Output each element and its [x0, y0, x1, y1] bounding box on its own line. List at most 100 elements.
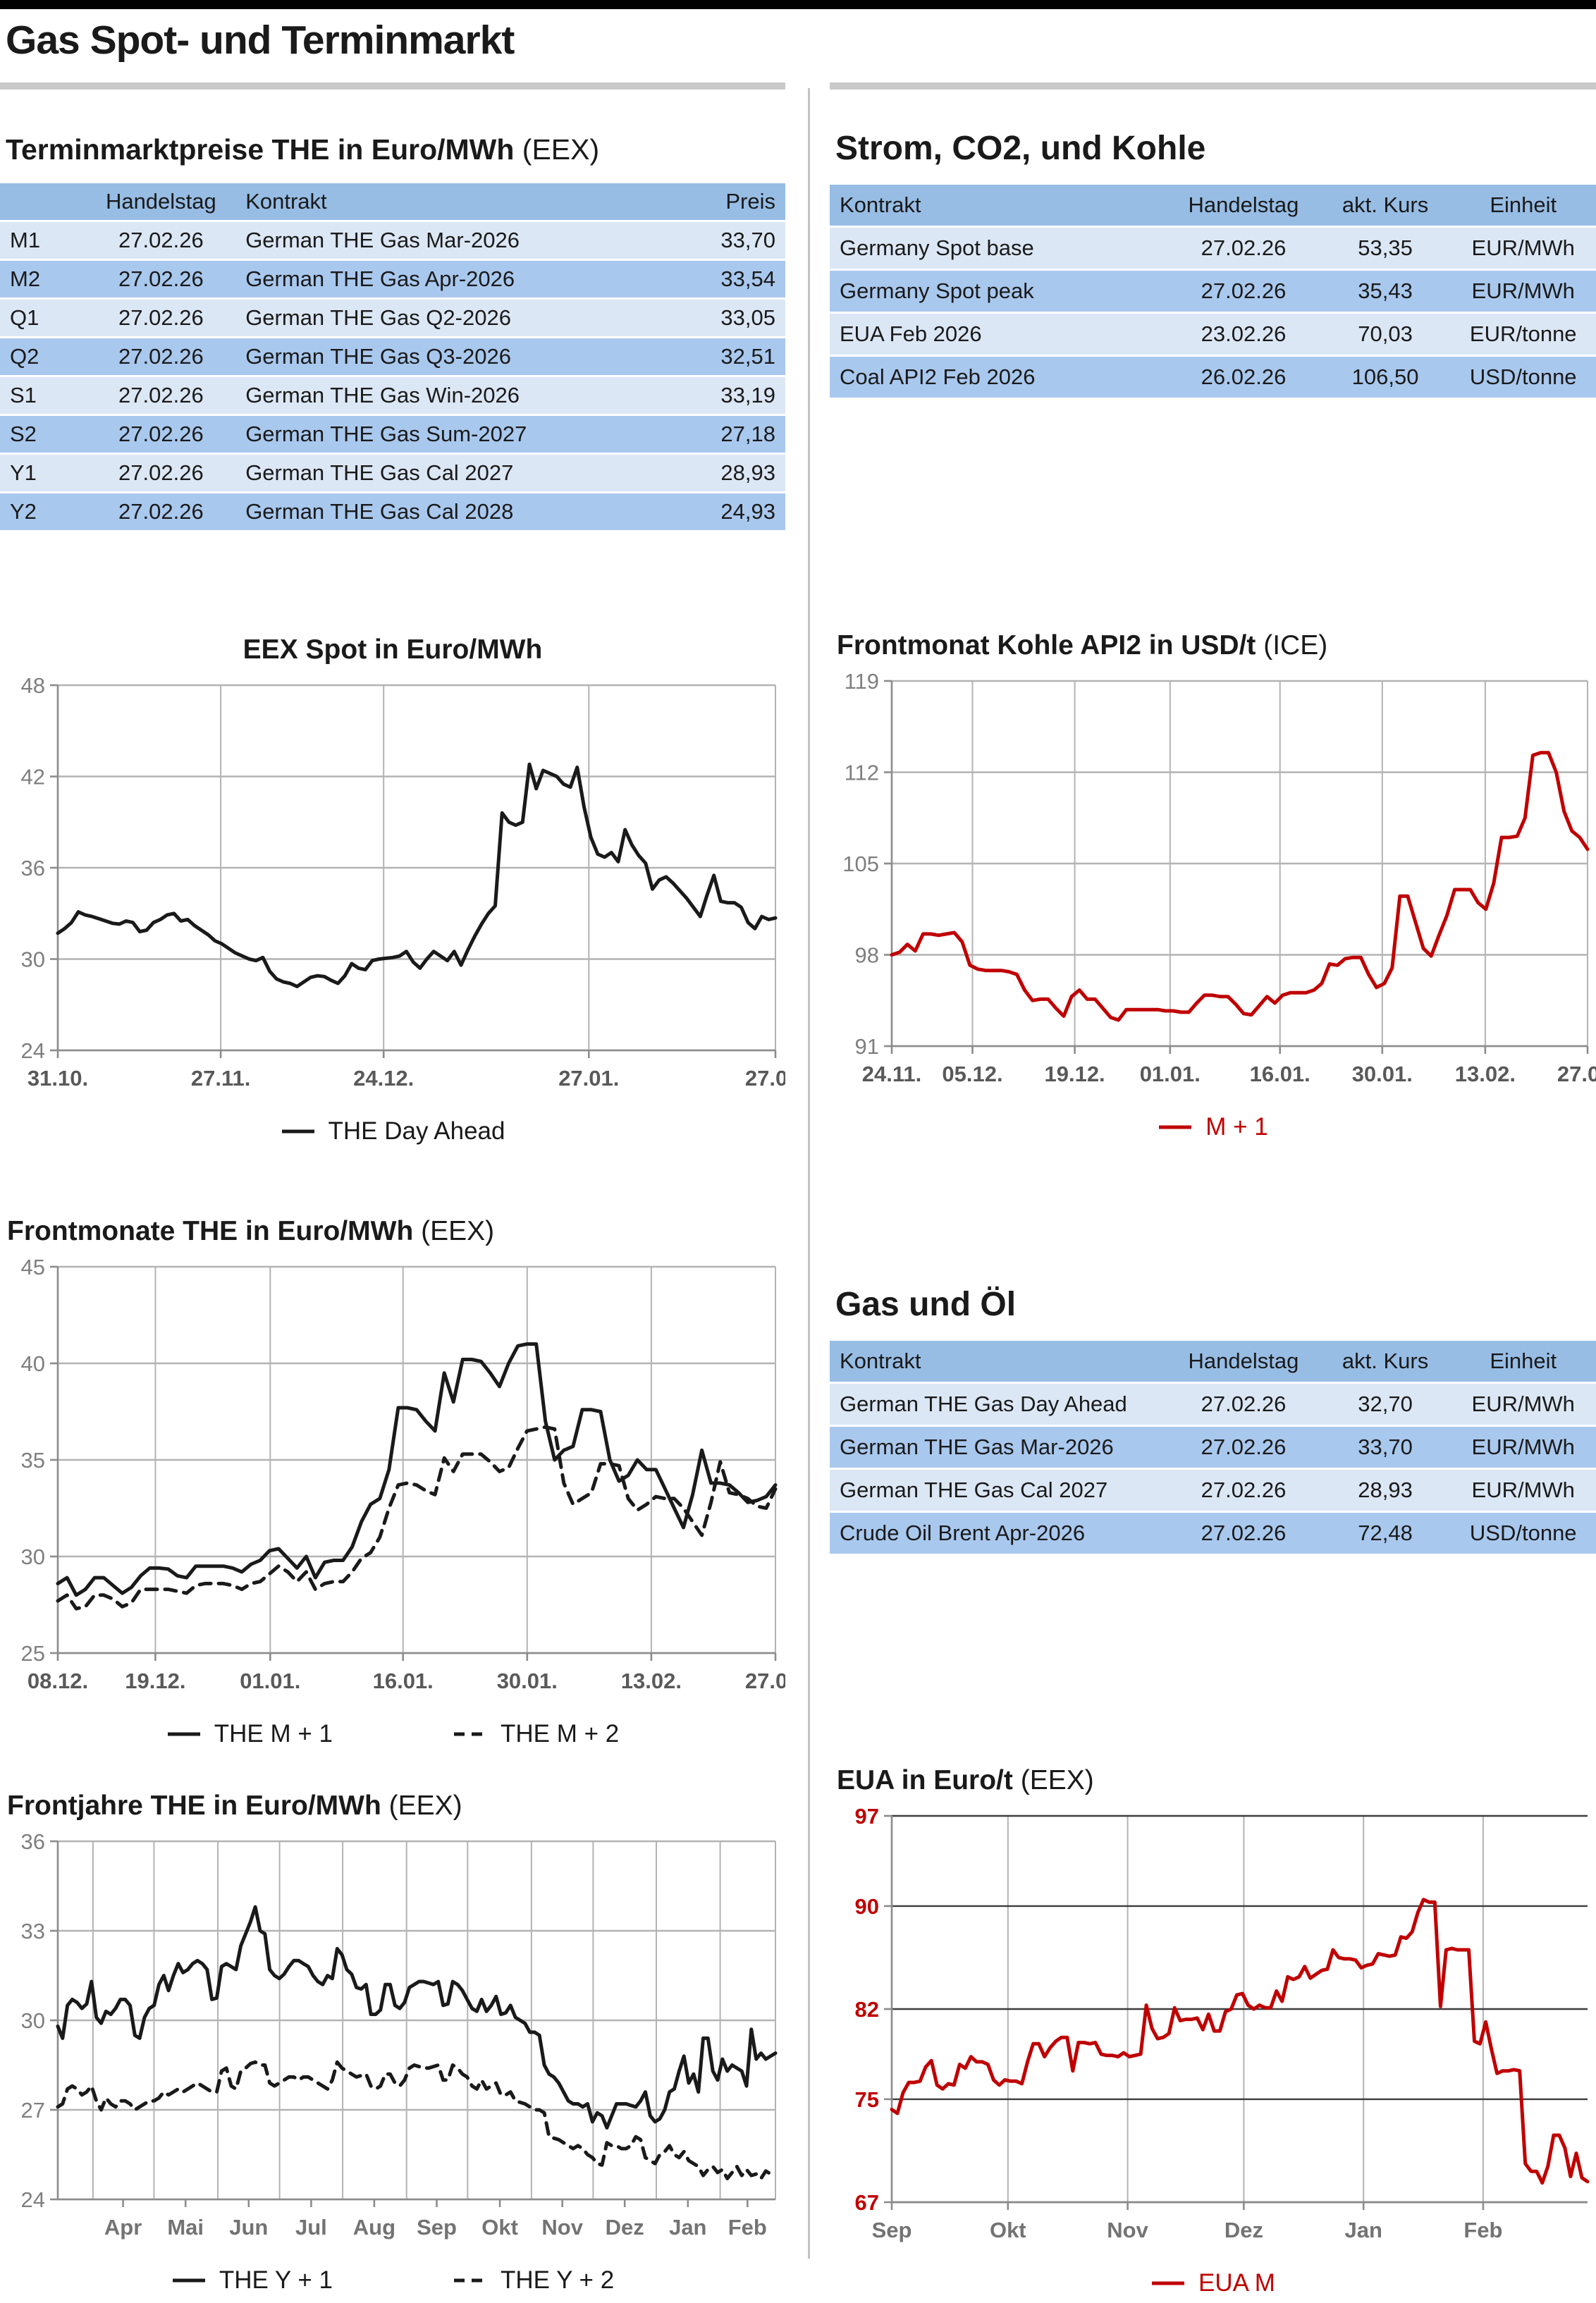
- x-tick-label: Aug: [353, 2215, 395, 2240]
- section-rule: [830, 82, 1596, 90]
- chart-title: Frontmonate THE in Euro/MWh (EEX): [7, 1216, 785, 1250]
- table-cell: M2: [10, 266, 41, 291]
- section-rule: [0, 82, 785, 90]
- table-cell: USD/tonne: [1469, 364, 1577, 389]
- chart-canvas: 24 27 30 33 36 Apr Mai Jun Jul Aug Sep Okt Nov Dez Jan…: [21, 1829, 778, 2240]
- legend-label: THE Y + 2: [501, 2266, 615, 2294]
- chart-title-suffix: (EEX): [413, 1216, 495, 1246]
- x-tick-label: Jun: [229, 2215, 268, 2240]
- x-tick-label: Okt: [990, 2218, 1026, 2242]
- table-cell: EUR/tonne: [1469, 321, 1577, 346]
- kohle-api2-chart: Frontmonat Kohle API2 in USD/t (ICE) 91 9…: [830, 630, 1596, 1147]
- x-tick-label: 24.12.: [353, 1066, 414, 1091]
- column-header: Handelstag: [1188, 192, 1299, 217]
- chart-plot: 24 30 36 42 48 31.10. 27.11. 24.12. 27.01. 27.02.: [0, 673, 806, 1107]
- y-tick-label: 40: [21, 1351, 45, 1376]
- legend-line-sample: [172, 2278, 205, 2283]
- table-cell: 33,70: [720, 228, 775, 252]
- table-cell: German THE Gas Q2-2026: [245, 305, 511, 330]
- y-tick-label: 90: [855, 1894, 879, 1919]
- table-cell: 27.02.26: [1201, 1435, 1287, 1459]
- y-tick-label: 36: [21, 1830, 45, 1854]
- column-header: akt. Kurs: [1342, 192, 1429, 217]
- table-cell: German THE Gas Sum-2027: [245, 422, 527, 446]
- table-cell: 24,93: [720, 499, 775, 524]
- x-tick-label: 16.01.: [1250, 1062, 1310, 1086]
- x-tick-label: Mai: [167, 2215, 204, 2240]
- x-tick-label: 16.01.: [373, 1669, 434, 1693]
- x-tick-label: 19.12.: [125, 1669, 185, 1693]
- table-cell: EUR/MWh: [1471, 1435, 1575, 1459]
- x-tick-label: 31.10.: [27, 1066, 88, 1091]
- chart-title-text: EUA in Euro/t: [837, 1765, 1013, 1795]
- x-tick-label: 27.11.: [191, 1066, 250, 1091]
- x-tick-label: Sep: [872, 2218, 912, 2242]
- chart-canvas: 25 30 35 40 45 08.12. 19.12. 01.01. 16.01. 30.01.…: [21, 1255, 806, 1693]
- table-cell: EUA Feb 2026: [840, 321, 982, 346]
- table-row: German THE Gas Day Ahead 27.02.26 32,70 EUR…: [830, 1382, 1596, 1426]
- y-tick-label: 42: [21, 765, 45, 790]
- series-line: [56, 1905, 778, 2130]
- x-tick-label: Dez: [1224, 2218, 1263, 2242]
- table-cell: 26.02.26: [1201, 364, 1287, 389]
- legend-line-sample: [1159, 1125, 1192, 1129]
- table-cell: 27.02.26: [118, 344, 204, 369]
- table-cell: 106,50: [1351, 364, 1419, 389]
- y-tick-label: 45: [21, 1255, 45, 1279]
- x-tick-label: Feb: [728, 2215, 767, 2240]
- table-row: Crude Oil Brent Apr-2026 27.02.26 72,48 USD…: [830, 1511, 1596, 1554]
- legend-entry: THE M + 2: [453, 1720, 619, 1748]
- table-cell: 27.02.26: [118, 460, 204, 485]
- series-line: [890, 751, 1590, 1022]
- table-cell: 28,93: [1358, 1478, 1413, 1502]
- x-tick-label: Jan: [669, 2215, 706, 2240]
- chart-title-suffix: (EEX): [1012, 1765, 1094, 1795]
- table-cell: 72,48: [1358, 1521, 1413, 1545]
- page-title: Gas Spot- und Terminmarkt: [6, 18, 515, 63]
- table-cell: 27.02.26: [1201, 1478, 1287, 1502]
- chart-title-text: Frontmonate THE in Euro/MWh: [7, 1216, 414, 1246]
- legend-label: EUA M: [1198, 2269, 1275, 2297]
- chart-title-suffix: (EEX): [381, 1791, 462, 1821]
- table-cell: M1: [10, 228, 41, 252]
- column-header: Handelstag: [1188, 1349, 1299, 1373]
- y-tick-label: 27: [21, 2098, 45, 2123]
- legend-entry: THE Y + 2: [453, 2266, 614, 2295]
- column-header: Kontrakt: [840, 192, 921, 217]
- table-cell: 33,05: [720, 305, 775, 330]
- legend-line-sample: [167, 1732, 200, 1736]
- y-tick-label: 35: [21, 1448, 45, 1473]
- table-row: Germany Spot base 27.02.26 53,35 EUR/MWh: [830, 226, 1596, 270]
- table-header-row: Kontrakt Handelstag akt. Kurs Einheit: [830, 1341, 1596, 1383]
- table-cell: 35,43: [1358, 278, 1413, 303]
- table-row: M2 27.02.26 German THE Gas Apr-2026 33,54: [0, 259, 785, 299]
- column-header: akt. Kurs: [1342, 1349, 1429, 1373]
- strom-heading: Strom, CO2, und Kohle: [835, 130, 1206, 167]
- table-cell: Y1: [10, 460, 37, 485]
- y-tick-label: 91: [855, 1034, 879, 1059]
- eua-chart: EUA in Euro/t (EEX) 67 75 82 90 97 Sep Okt Nov D…: [830, 1765, 1596, 2303]
- table-cell: 27.02.26: [118, 266, 204, 291]
- column-divider: [808, 88, 810, 2259]
- chart-title: Frontjahre THE in Euro/MWh (EEX): [7, 1791, 785, 1824]
- table-row: M1 27.02.26 German THE Gas Mar-2026 33,70: [0, 221, 785, 260]
- eex-spot-chart: EEX Spot in Euro/MWh 24 30 36 42 48 31.10. 27.…: [0, 634, 806, 1151]
- table-cell: 27.02.26: [118, 228, 204, 252]
- chart-plot: 67 75 82 90 97 Sep Okt Nov Dez Jan Feb: [830, 1804, 1596, 2259]
- column-header: Preis: [725, 189, 775, 214]
- y-tick-label: 30: [21, 2008, 45, 2033]
- x-tick-label: 05.12.: [942, 1062, 1002, 1086]
- legend-label: THE Day Ahead: [328, 1117, 505, 1145]
- table-row: Germany Spot peak 27.02.26 35,43 EUR/MWh: [830, 269, 1596, 313]
- x-tick-label: 30.01.: [497, 1669, 558, 1693]
- right-column: Strom, CO2, und Kohle Kontrakt Handelstag…: [830, 82, 1596, 2303]
- table-cell: 27.02.26: [118, 383, 204, 407]
- x-tick-label: 08.12.: [27, 1669, 88, 1693]
- legend-label: THE M + 2: [501, 1720, 620, 1748]
- table-cell: 32,70: [1358, 1392, 1413, 1416]
- table-cell: EUR/MWh: [1471, 278, 1575, 303]
- x-tick-label: 30.01.: [1352, 1062, 1413, 1086]
- column-header: Handelstag: [105, 189, 216, 214]
- x-tick-label: Feb: [1463, 2218, 1502, 2242]
- x-tick-label: Jul: [295, 2215, 327, 2240]
